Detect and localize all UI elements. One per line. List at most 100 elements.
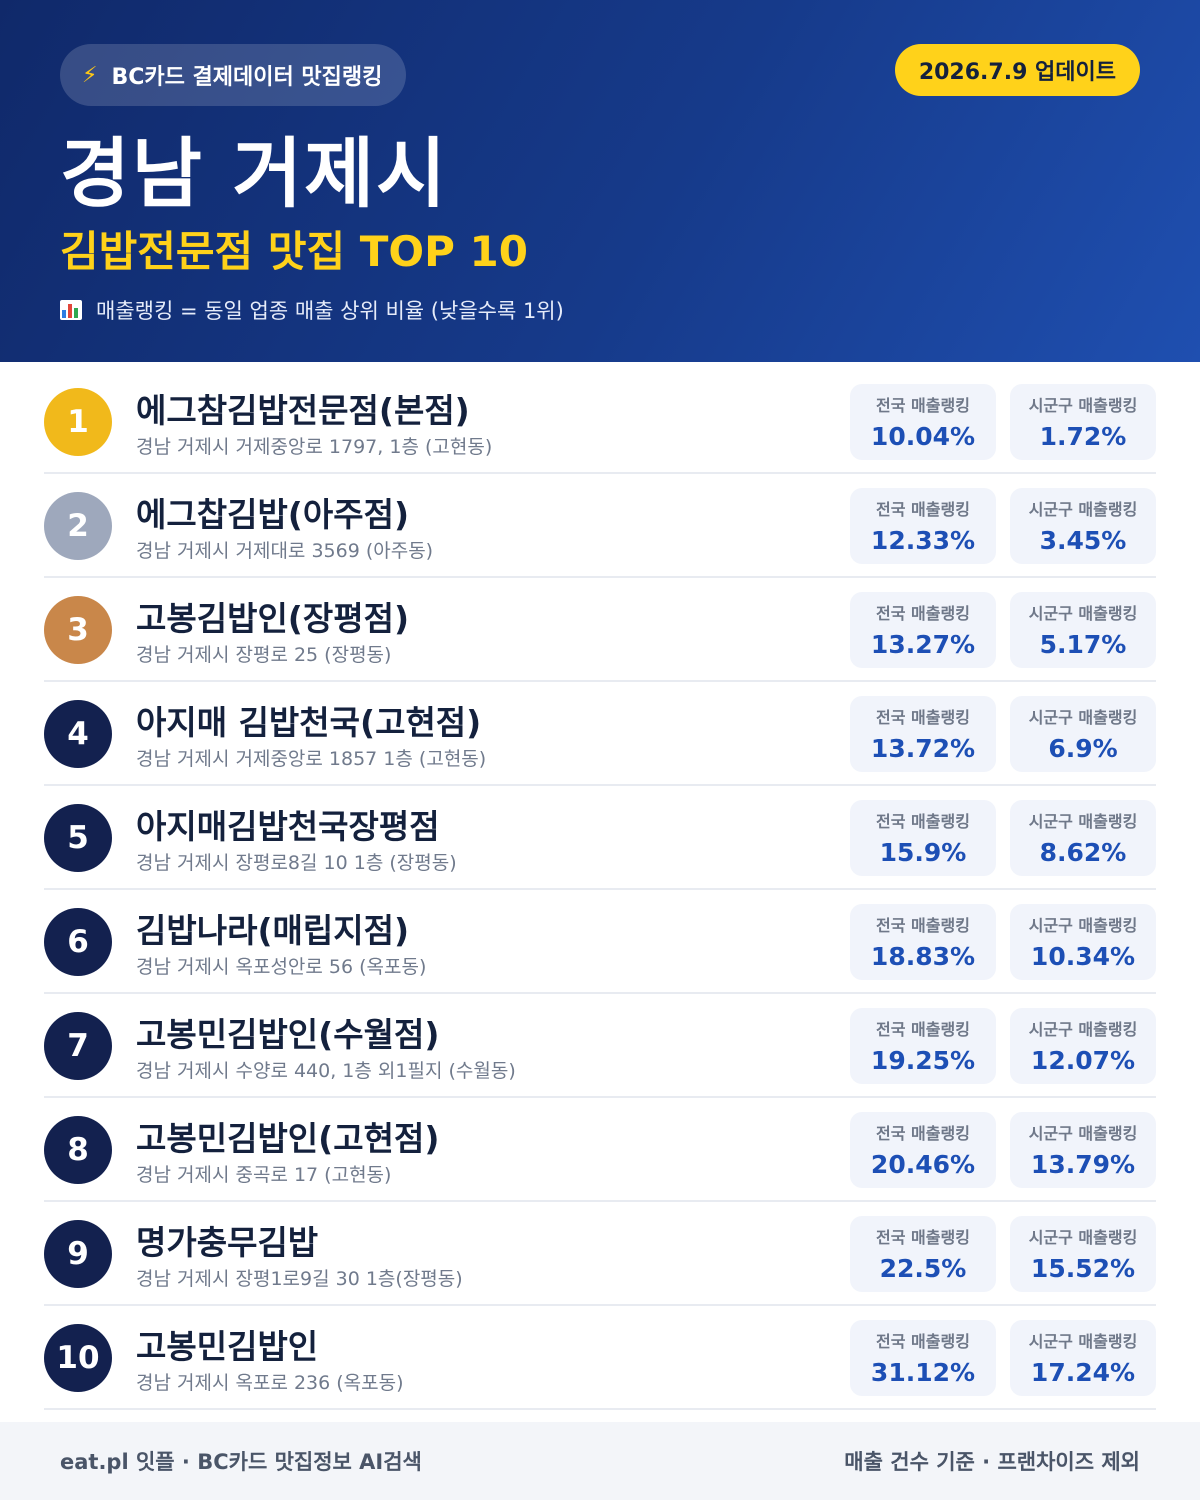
rank-badge: 4	[44, 700, 112, 768]
restaurant-row[interactable]: 4 아지매 김밥천국(고현점) 경남 거제시 거제중앙로 1857 1층 (고현동)…	[44, 682, 1156, 786]
national-ranking-value: 31.12%	[870, 1358, 976, 1387]
national-ranking-box: 전국 매출랭킹 13.27%	[850, 592, 996, 668]
ranking-note-text: 매출랭킹 = 동일 업종 매출 상위 비율 (낮을수록 1위)	[96, 299, 564, 323]
national-ranking-label: 전국 매출랭킹	[876, 500, 970, 519]
footer: eat.pl 잇플 · BC카드 맛집정보 AI검색 매출 건수 기준 · 프랜…	[0, 1422, 1200, 1500]
rank-badge: 9	[44, 1220, 112, 1288]
local-ranking-label: 시군구 매출랭킹	[1028, 396, 1138, 415]
local-ranking-value: 3.45%	[1039, 526, 1127, 555]
national-ranking-box: 전국 매출랭킹 31.12%	[850, 1320, 996, 1396]
rank-badge: 7	[44, 1012, 112, 1080]
local-ranking-value: 13.79%	[1030, 1150, 1136, 1179]
restaurant-name: 아지매 김밥천국(고현점)	[136, 703, 482, 742]
national-ranking-box: 전국 매출랭킹 12.33%	[850, 488, 996, 564]
local-ranking-label: 시군구 매출랭킹	[1028, 1228, 1138, 1247]
national-ranking-label: 전국 매출랭킹	[876, 604, 970, 623]
restaurant-row[interactable]: 3 고봉김밥인(장평점) 경남 거제시 장평로 25 (장평동) 전국 매출랭킹 13.…	[44, 578, 1156, 682]
local-ranking-value: 1.72%	[1039, 422, 1127, 451]
local-ranking-label: 시군구 매출랭킹	[1028, 1332, 1138, 1351]
local-ranking-label: 시군구 매출랭킹	[1028, 604, 1138, 623]
local-ranking-label: 시군구 매출랭킹	[1028, 500, 1138, 519]
national-ranking-value: 20.46%	[870, 1150, 976, 1179]
restaurant-row[interactable]: 8 고봉민김밥인(고현점) 경남 거제시 중곡로 17 (고현동) 전국 매출랭킹 20…	[44, 1098, 1156, 1202]
rank-badge: 10	[44, 1324, 112, 1392]
footer-criteria: 매출 건수 기준 · 프랜차이즈 제외	[844, 1450, 1140, 1474]
national-ranking-box: 전국 매출랭킹 15.9%	[850, 800, 996, 876]
category-subtitle: 김밥전문점 맛집 TOP 10	[60, 227, 528, 276]
restaurant-name: 고봉민김밥인	[136, 1327, 319, 1366]
restaurant-row[interactable]: 5 아지매김밥천국장평점 경남 거제시 장평로8길 10 1층 (장평동) 전국 매출…	[44, 786, 1156, 890]
ranking-note: 매출랭킹 = 동일 업종 매출 상위 비율 (낮을수록 1위)	[60, 295, 564, 325]
local-ranking-box: 시군구 매출랭킹 15.52%	[1010, 1216, 1156, 1292]
restaurant-address: 경남 거제시 장평로8길 10 1층 (장평동)	[136, 852, 457, 874]
restaurant-address: 경남 거제시 옥포성안로 56 (옥포동)	[136, 956, 427, 978]
national-ranking-box: 전국 매출랭킹 18.83%	[850, 904, 996, 980]
national-ranking-label: 전국 매출랭킹	[876, 708, 970, 727]
restaurant-row[interactable]: 1 에그참김밥전문점(본점) 경남 거제시 거제중앙로 1797, 1층 (고현동)…	[44, 370, 1156, 474]
national-ranking-label: 전국 매출랭킹	[876, 396, 970, 415]
local-ranking-value: 15.52%	[1030, 1254, 1136, 1283]
local-ranking-box: 시군구 매출랭킹 13.79%	[1010, 1112, 1156, 1188]
restaurant-name: 명가충무김밥	[136, 1223, 319, 1262]
bar-chart-icon	[60, 300, 82, 320]
header-banner: ⚡ BC카드 결제데이터 맛집랭킹 2026.7.9 업데이트 경남 거제시 김…	[0, 0, 1200, 362]
restaurant-address: 경남 거제시 중곡로 17 (고현동)	[136, 1164, 392, 1186]
national-ranking-value: 19.25%	[870, 1046, 976, 1075]
update-date-badge: 2026.7.9 업데이트	[894, 44, 1140, 96]
local-ranking-box: 시군구 매출랭킹 8.62%	[1010, 800, 1156, 876]
local-ranking-label: 시군구 매출랭킹	[1028, 708, 1138, 727]
lightning-bolt-icon: ⚡	[82, 62, 98, 88]
local-ranking-value: 17.24%	[1030, 1358, 1136, 1387]
local-ranking-label: 시군구 매출랭킹	[1028, 812, 1138, 831]
rank-badge: 6	[44, 908, 112, 976]
local-ranking-value: 8.62%	[1039, 838, 1127, 867]
national-ranking-label: 전국 매출랭킹	[876, 1124, 970, 1143]
restaurant-address: 경남 거제시 거제중앙로 1857 1층 (고현동)	[136, 748, 487, 770]
restaurant-address: 경남 거제시 거제중앙로 1797, 1층 (고현동)	[136, 436, 493, 458]
local-ranking-box: 시군구 매출랭킹 3.45%	[1010, 488, 1156, 564]
restaurant-name: 고봉민김밥인(고현점)	[136, 1119, 440, 1158]
national-ranking-label: 전국 매출랭킹	[876, 916, 970, 935]
rank-badge: 2	[44, 492, 112, 560]
ranking-list: 1 에그참김밥전문점(본점) 경남 거제시 거제중앙로 1797, 1층 (고현동)…	[44, 370, 1156, 1410]
restaurant-name: 김밥나라(매립지점)	[136, 911, 410, 950]
restaurant-row[interactable]: 7 고봉민김밥인(수월점) 경남 거제시 수양로 440, 1층 외1필지 (수월동…	[44, 994, 1156, 1098]
national-ranking-box: 전국 매출랭킹 20.46%	[850, 1112, 996, 1188]
local-ranking-box: 시군구 매출랭킹 12.07%	[1010, 1008, 1156, 1084]
restaurant-name: 고봉김밥인(장평점)	[136, 599, 410, 638]
source-badge: ⚡ BC카드 결제데이터 맛집랭킹	[60, 44, 407, 106]
restaurant-address: 경남 거제시 수양로 440, 1층 외1필지 (수월동)	[136, 1060, 516, 1082]
local-ranking-label: 시군구 매출랭킹	[1028, 916, 1138, 935]
restaurant-address: 경남 거제시 거제대로 3569 (아주동)	[136, 540, 434, 562]
rank-badge: 5	[44, 804, 112, 872]
local-ranking-box: 시군구 매출랭킹 6.9%	[1010, 696, 1156, 772]
national-ranking-label: 전국 매출랭킹	[876, 812, 970, 831]
local-ranking-box: 시군구 매출랭킹 1.72%	[1010, 384, 1156, 460]
footer-source: eat.pl 잇플 · BC카드 맛집정보 AI검색	[60, 1450, 422, 1474]
rank-badge: 8	[44, 1116, 112, 1184]
restaurant-row[interactable]: 6 김밥나라(매립지점) 경남 거제시 옥포성안로 56 (옥포동) 전국 매출랭킹 1…	[44, 890, 1156, 994]
restaurant-address: 경남 거제시 장평1로9길 30 1층(장평동)	[136, 1268, 463, 1290]
local-ranking-box: 시군구 매출랭킹 17.24%	[1010, 1320, 1156, 1396]
national-ranking-value: 12.33%	[870, 526, 976, 555]
restaurant-row[interactable]: 2 에그찹김밥(아주점) 경남 거제시 거제대로 3569 (아주동) 전국 매출랭킹…	[44, 474, 1156, 578]
local-ranking-box: 시군구 매출랭킹 10.34%	[1010, 904, 1156, 980]
local-ranking-box: 시군구 매출랭킹 5.17%	[1010, 592, 1156, 668]
local-ranking-value: 10.34%	[1030, 942, 1136, 971]
restaurant-row[interactable]: 10 고봉민김밥인 경남 거제시 옥포로 236 (옥포동) 전국 매출랭킹 31.12…	[44, 1306, 1156, 1410]
rank-badge: 1	[44, 388, 112, 456]
national-ranking-value: 18.83%	[870, 942, 976, 971]
restaurant-name: 고봉민김밥인(수월점)	[136, 1015, 440, 1054]
national-ranking-box: 전국 매출랭킹 10.04%	[850, 384, 996, 460]
national-ranking-value: 10.04%	[870, 422, 976, 451]
national-ranking-value: 15.9%	[879, 838, 967, 867]
local-ranking-value: 6.9%	[1048, 734, 1118, 763]
national-ranking-box: 전국 매출랭킹 22.5%	[850, 1216, 996, 1292]
national-ranking-value: 13.72%	[870, 734, 976, 763]
national-ranking-value: 22.5%	[879, 1254, 967, 1283]
national-ranking-label: 전국 매출랭킹	[876, 1020, 970, 1039]
rank-badge: 3	[44, 596, 112, 664]
restaurant-address: 경남 거제시 장평로 25 (장평동)	[136, 644, 392, 666]
national-ranking-value: 13.27%	[870, 630, 976, 659]
